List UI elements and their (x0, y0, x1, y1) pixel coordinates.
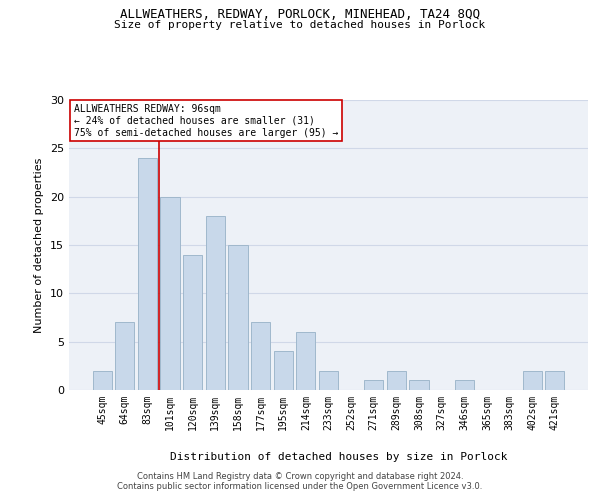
Text: Contains public sector information licensed under the Open Government Licence v3: Contains public sector information licen… (118, 482, 482, 491)
Bar (251, 322, 270, 390)
Y-axis label: Number of detached properties: Number of detached properties (34, 158, 44, 332)
Text: ALLWEATHERS, REDWAY, PORLOCK, MINEHEAD, TA24 8QQ: ALLWEATHERS, REDWAY, PORLOCK, MINEHEAD, … (120, 8, 480, 20)
Bar (160, 196, 180, 390)
Text: Size of property relative to detached houses in Porlock: Size of property relative to detached ho… (115, 20, 485, 30)
Bar (387, 370, 406, 390)
Bar (206, 216, 225, 390)
Bar (364, 380, 383, 390)
Bar (409, 380, 428, 390)
Bar (229, 245, 248, 390)
Bar (523, 370, 542, 390)
Bar (545, 370, 565, 390)
Bar (455, 380, 474, 390)
Bar (138, 158, 157, 390)
Bar (274, 352, 293, 390)
Text: Distribution of detached houses by size in Porlock: Distribution of detached houses by size … (170, 452, 508, 462)
Text: ALLWEATHERS REDWAY: 96sqm
← 24% of detached houses are smaller (31)
75% of semi-: ALLWEATHERS REDWAY: 96sqm ← 24% of detac… (74, 104, 338, 138)
Bar (183, 254, 202, 390)
Bar (115, 322, 134, 390)
Bar (319, 370, 338, 390)
Bar (296, 332, 316, 390)
Bar (92, 370, 112, 390)
Text: Contains HM Land Registry data © Crown copyright and database right 2024.: Contains HM Land Registry data © Crown c… (137, 472, 463, 481)
